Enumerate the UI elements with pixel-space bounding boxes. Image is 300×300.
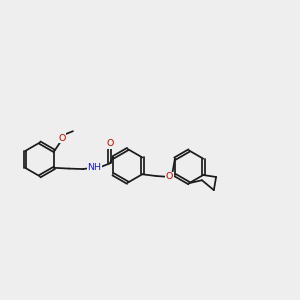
Text: O: O (58, 134, 65, 142)
Text: NH: NH (88, 163, 101, 172)
Text: O: O (166, 172, 173, 181)
Text: O: O (106, 139, 113, 148)
